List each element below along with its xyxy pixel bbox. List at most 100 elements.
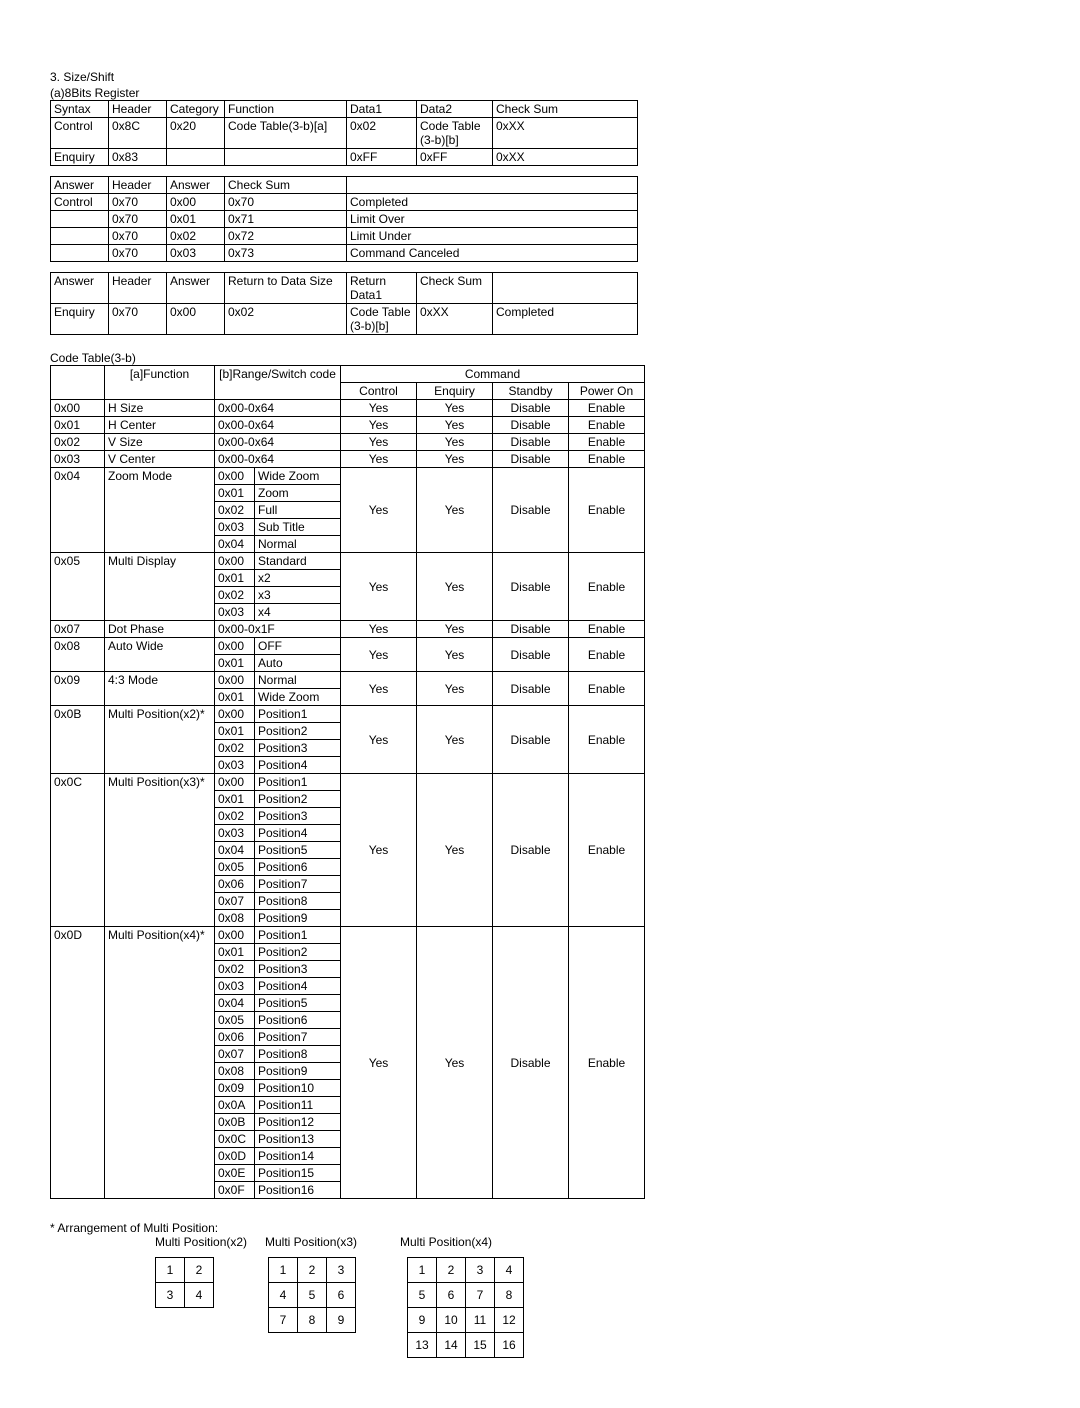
cell: Multi Position(x4)* [105, 927, 215, 1199]
grid-cell: 2 [298, 1258, 327, 1283]
cell: 0x02 [215, 740, 255, 757]
header-cell: Syntax [51, 101, 109, 118]
cell: Position14 [255, 1148, 341, 1165]
cell: 0x70 [225, 194, 347, 211]
register-table-1: SyntaxHeaderCategoryFunctionData1Data2Ch… [50, 100, 638, 166]
cell: 0x01 [215, 485, 255, 502]
cell: Enquiry [51, 304, 109, 335]
cell: Standby [493, 383, 569, 400]
cell: 0x04 [215, 536, 255, 553]
cell: Normal [255, 672, 341, 689]
cell: 0x00 [215, 638, 255, 655]
cell: 0x05 [51, 553, 105, 621]
cell: 4:3 Mode [105, 672, 215, 706]
grid-cell: 9 [327, 1308, 356, 1333]
cell: Position1 [255, 927, 341, 944]
cell: 0x01 [215, 689, 255, 706]
cell: Yes [341, 621, 417, 638]
arrangement-grids: 123412345678912345678910111213141516 [50, 1249, 1030, 1358]
cell: Disable [493, 706, 569, 774]
cell: Power On [569, 383, 645, 400]
cell: 0x04 [215, 995, 255, 1012]
cell: Yes [417, 451, 493, 468]
cell: 0x0C [51, 774, 105, 927]
cell: [b]Range/Switch code [215, 366, 341, 400]
cell: 0x02 [215, 808, 255, 825]
grid-cell: 6 [327, 1283, 356, 1308]
cell: Yes [341, 706, 417, 774]
cell: x3 [255, 587, 341, 604]
grid-cell: 10 [437, 1308, 466, 1333]
arrangement-title: Multi Position(x3) [265, 1235, 405, 1249]
cell: 0x03 [215, 757, 255, 774]
cell: Position9 [255, 1063, 341, 1080]
cell: 0x0B [51, 706, 105, 774]
grid-cell: 4 [495, 1258, 524, 1283]
cell: Disable [493, 638, 569, 672]
cell: Yes [417, 434, 493, 451]
cell: 0x00 [215, 774, 255, 791]
cell: Position1 [255, 706, 341, 723]
cell: 0x06 [215, 876, 255, 893]
grid-cell: 4 [185, 1283, 214, 1308]
cell: V Center [105, 451, 215, 468]
arrangement-titles: Multi Position(x2)Multi Position(x3)Mult… [50, 1235, 1030, 1249]
header-cell: Return Data1 [347, 273, 417, 304]
header-cell: Check Sum [493, 101, 638, 118]
code-table: [a]Function[b]Range/Switch codeCommandCo… [50, 365, 645, 1199]
cell: 0x00 [167, 304, 225, 335]
cell: Control [51, 194, 109, 211]
cell: 0x00-0x64 [215, 400, 341, 417]
cell: Yes [417, 774, 493, 927]
header-cell: Data2 [417, 101, 493, 118]
cell: 0x04 [51, 468, 105, 553]
cell: 0x05 [215, 1012, 255, 1029]
cell: Zoom [255, 485, 341, 502]
header-cell: Check Sum [417, 273, 493, 304]
grid-cell: 7 [269, 1308, 298, 1333]
cell: Disable [493, 468, 569, 553]
cell: Position7 [255, 876, 341, 893]
cell: Yes [417, 672, 493, 706]
cell: Enable [569, 400, 645, 417]
cell: 0x00 [215, 468, 255, 485]
cell: 0x03 [215, 519, 255, 536]
cell: 0x03 [215, 825, 255, 842]
cell: Position9 [255, 910, 341, 927]
cell: 0x0D [215, 1148, 255, 1165]
cell: Yes [341, 553, 417, 621]
cell [51, 228, 109, 245]
arrangement-title: Multi Position(x4) [400, 1235, 540, 1249]
cell: Position4 [255, 978, 341, 995]
cell: 0x07 [215, 1046, 255, 1063]
grid-cell: 9 [408, 1308, 437, 1333]
cell: 0x02 [215, 587, 255, 604]
cell: 0x20 [167, 118, 225, 149]
cell: Completed [347, 194, 638, 211]
cell: 0x00 [167, 194, 225, 211]
cell: 0x03 [167, 245, 225, 262]
header-cell: Header [109, 177, 167, 194]
cell: Enquiry [417, 383, 493, 400]
cell: 0x00 [215, 927, 255, 944]
cell: Position2 [255, 723, 341, 740]
cell: 0x03 [215, 604, 255, 621]
header-cell: Return to Data Size [225, 273, 347, 304]
cell: 0x00 [215, 672, 255, 689]
arrangement-note: * Arrangement of Multi Position: [50, 1221, 1030, 1235]
header-cell: Function [225, 101, 347, 118]
cell: x4 [255, 604, 341, 621]
register-table-2: AnswerHeaderAnswerCheck SumControl0x700x… [50, 176, 638, 262]
cell: Yes [417, 553, 493, 621]
grid-cell: 5 [298, 1283, 327, 1308]
cell: Enable [569, 621, 645, 638]
cell: 0x01 [215, 723, 255, 740]
cell: Enable [569, 638, 645, 672]
cell: 0x03 [51, 451, 105, 468]
cell: 0x01 [215, 944, 255, 961]
grid-cell: 11 [466, 1308, 495, 1333]
cell: Wide Zoom [255, 468, 341, 485]
cell: Yes [417, 621, 493, 638]
grid-cell: 1 [269, 1258, 298, 1283]
cell: Position4 [255, 757, 341, 774]
